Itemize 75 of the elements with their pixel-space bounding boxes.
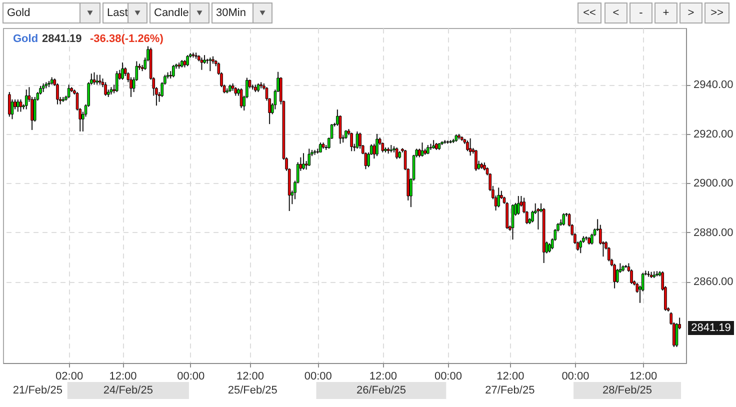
x-tick-label: 12:00 — [496, 370, 524, 382]
text: 2841.19 — [691, 322, 731, 334]
text: 27/Feb/25 — [485, 384, 535, 396]
text: << — [583, 7, 596, 19]
candlestick — [474, 149, 478, 172]
text: > — [688, 7, 694, 19]
x-tick-label: 12:00 — [369, 370, 397, 382]
text: + — [662, 7, 670, 19]
candlestick — [104, 82, 107, 96]
candlestick — [356, 130, 359, 150]
y-tick-label: 2860.00 — [694, 276, 734, 288]
candlestick — [548, 242, 551, 253]
candlestick — [208, 57, 212, 72]
candlestick — [466, 140, 469, 152]
y-tick-label: 2880.00 — [694, 226, 734, 239]
candlestick — [16, 98, 20, 112]
candlestick — [240, 88, 243, 109]
x-tick-label: 12:00 — [630, 370, 658, 382]
candlestick — [98, 74, 102, 86]
x-tick-label: 12:00 — [236, 370, 264, 382]
candlestick — [511, 204, 514, 240]
candlestick — [121, 62, 124, 80]
y-tick-label: 2900.00 — [694, 178, 734, 190]
candlestick — [33, 96, 36, 122]
candlestick — [497, 187, 500, 208]
text: 30Min — [216, 7, 246, 19]
candlestick — [562, 212, 566, 226]
candlestick — [19, 98, 22, 112]
candlestick — [426, 144, 430, 155]
candlestick — [308, 148, 311, 166]
x-tick-label: 00:00 — [434, 370, 462, 382]
x-tick-label: 02:00 — [56, 370, 84, 382]
candlestick — [186, 54, 189, 67]
x-tick-label: 00:00 — [562, 370, 590, 382]
candlestick — [579, 240, 582, 254]
candlestick — [172, 64, 175, 78]
candlestick — [372, 143, 376, 160]
candlestick — [420, 142, 424, 158]
candlestick — [468, 138, 472, 156]
text: 28/Feb/25 — [602, 384, 652, 396]
candlestick — [319, 142, 322, 153]
y-tick-label: 2940.00 — [694, 79, 734, 92]
candlestick — [395, 146, 398, 160]
text: Last — [107, 7, 128, 19]
text: 24/Feb/25 — [103, 384, 153, 396]
annotation: -36.38(-1.26%) — [90, 33, 164, 45]
candlestick — [56, 82, 59, 105]
y-tick-label: 2920.00 — [694, 128, 734, 140]
candlestick — [536, 208, 540, 230]
candlestick — [24, 89, 28, 110]
candlestick — [130, 76, 132, 98]
candlestick — [517, 195, 520, 216]
candlestick — [115, 70, 118, 93]
text: - — [639, 7, 644, 19]
text: 25/Feb/25 — [228, 384, 278, 396]
candlestick — [613, 263, 616, 289]
text: Gold — [7, 7, 30, 19]
x-tick-label: 00:00 — [177, 370, 205, 382]
chart-title: Gold — [13, 33, 38, 45]
text: 26/Feb/25 — [356, 384, 406, 396]
candlestick — [96, 74, 98, 86]
text: >> — [710, 7, 724, 19]
x-tick-label: 00:00 — [304, 370, 332, 382]
annotation: 2841.19 — [42, 33, 82, 45]
candlestick — [67, 84, 70, 99]
candlestick — [92, 72, 96, 86]
text: Candle — [154, 7, 189, 19]
text: < — [612, 7, 620, 19]
candlestick — [8, 92, 11, 118]
candlestick — [200, 57, 204, 70]
candlestick — [376, 133, 378, 157]
candlestick — [302, 152, 305, 170]
candlestick — [350, 132, 353, 152]
text: 21/Feb/25 — [12, 384, 62, 396]
x-tick-label: 12:00 — [109, 370, 137, 382]
